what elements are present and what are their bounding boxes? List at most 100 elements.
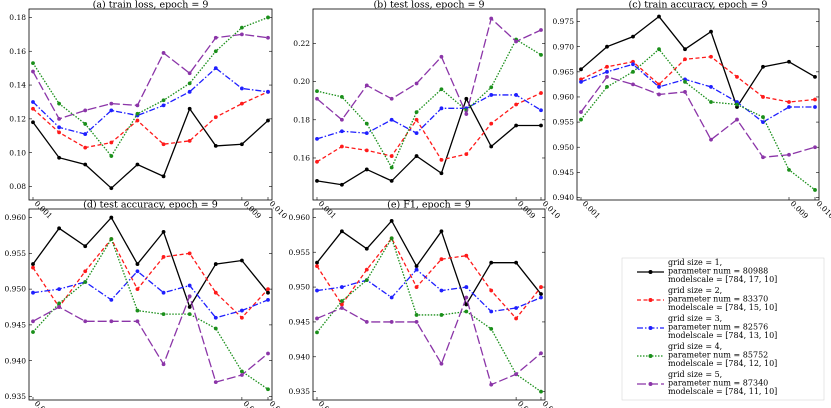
- y-tick-label: 0.10: [9, 148, 26, 157]
- legend-marker-1: [648, 270, 653, 274]
- plot-frame: [576, 8, 820, 201]
- data-point: [683, 90, 687, 94]
- y-tick-label: 0.965: [553, 67, 575, 76]
- data-point: [683, 79, 687, 84]
- data-point: [439, 313, 444, 317]
- chart-title: (d) test accuracy, epoch = 9: [83, 200, 218, 211]
- data-point: [787, 167, 791, 172]
- data-point: [213, 49, 218, 54]
- series-line-1: [316, 219, 542, 307]
- data-point: [239, 258, 244, 263]
- data-point: [239, 373, 244, 377]
- data-point: [109, 215, 114, 220]
- data-point: [439, 229, 444, 234]
- data-point: [489, 260, 494, 265]
- y-tick-label: 0.970: [553, 42, 575, 51]
- data-point: [109, 319, 114, 324]
- data-point: [683, 47, 687, 52]
- data-point: [514, 316, 519, 321]
- data-point: [389, 236, 394, 241]
- data-point: [657, 47, 661, 52]
- series-line-4: [316, 236, 542, 393]
- data-point: [364, 121, 369, 126]
- data-point: [31, 319, 35, 324]
- data-point: [414, 81, 419, 86]
- data-point: [439, 87, 444, 92]
- data-point: [57, 287, 62, 292]
- data-point: [339, 285, 344, 289]
- y-tick-label: 0.22: [293, 39, 310, 48]
- x-tick-label: 0.009: [789, 199, 811, 221]
- data-point: [339, 306, 344, 310]
- data-point: [539, 292, 543, 296]
- data-point: [439, 157, 444, 162]
- y-tick-label: 0.18: [9, 13, 26, 22]
- data-point: [489, 16, 494, 21]
- data-point: [109, 108, 114, 113]
- data-point: [364, 246, 369, 251]
- chart-title: (b) test loss, epoch = 9: [373, 0, 484, 11]
- legend-label-4: grid size = 4,: [668, 342, 722, 351]
- data-point: [631, 34, 635, 39]
- x-tick-label: 0.010: [541, 399, 563, 408]
- data-point: [439, 106, 444, 111]
- data-point: [414, 117, 419, 122]
- data-point: [213, 144, 218, 148]
- data-point: [135, 308, 140, 313]
- legend-label-5: parameter num = 87340: [668, 379, 768, 388]
- legend-label-1: parameter num = 80988: [668, 267, 768, 276]
- data-point: [683, 57, 687, 62]
- data-point: [315, 89, 319, 94]
- chart-title: (c) train accuracy, epoch = 9: [629, 0, 768, 11]
- y-tick-label: 0.960: [553, 93, 575, 102]
- data-point: [464, 309, 469, 314]
- legend-label-2: parameter num = 83370: [668, 295, 768, 304]
- data-point: [315, 136, 319, 141]
- y-tick-label: 0.945: [553, 168, 575, 177]
- data-point: [135, 287, 140, 292]
- data-point: [464, 253, 469, 258]
- data-point: [579, 79, 583, 84]
- x-tick-label: 0.009: [516, 199, 538, 221]
- data-point: [489, 121, 494, 126]
- data-point: [187, 312, 192, 317]
- data-point: [761, 64, 765, 69]
- data-point: [787, 152, 791, 157]
- data-point: [464, 112, 469, 116]
- plot-frame: [312, 8, 546, 201]
- data-point: [57, 226, 62, 231]
- data-point: [489, 326, 494, 331]
- data-point: [414, 267, 419, 272]
- series-line-1: [32, 216, 269, 309]
- data-point: [57, 101, 62, 106]
- series-line-5: [316, 295, 542, 386]
- data-point: [83, 244, 88, 249]
- data-point: [135, 162, 140, 167]
- series-line-4: [32, 237, 269, 390]
- data-point: [813, 74, 817, 79]
- data-point: [339, 182, 344, 187]
- data-point: [161, 290, 166, 295]
- data-point: [161, 174, 166, 179]
- data-point: [735, 74, 739, 79]
- series-line-3: [580, 63, 815, 123]
- y-tick-label: 0.935: [5, 392, 27, 401]
- data-point: [109, 140, 114, 145]
- data-point: [579, 117, 583, 122]
- data-point: [605, 44, 609, 49]
- x-tick-label: 0.009: [241, 399, 263, 408]
- series-line-3: [316, 268, 542, 313]
- data-point: [31, 106, 35, 111]
- data-point: [489, 288, 494, 293]
- data-point: [213, 326, 218, 331]
- legend: grid size = 1,parameter num = 80988model…: [621, 257, 825, 401]
- data-point: [489, 85, 494, 90]
- plot-frame: [28, 208, 273, 401]
- y-tick-label: 0.950: [5, 285, 27, 294]
- series-line-5: [32, 33, 269, 120]
- series-line-5: [580, 76, 816, 158]
- data-point: [83, 122, 88, 126]
- data-point: [266, 351, 270, 356]
- data-point: [83, 132, 88, 136]
- y-tick-label: 0.08: [9, 182, 26, 191]
